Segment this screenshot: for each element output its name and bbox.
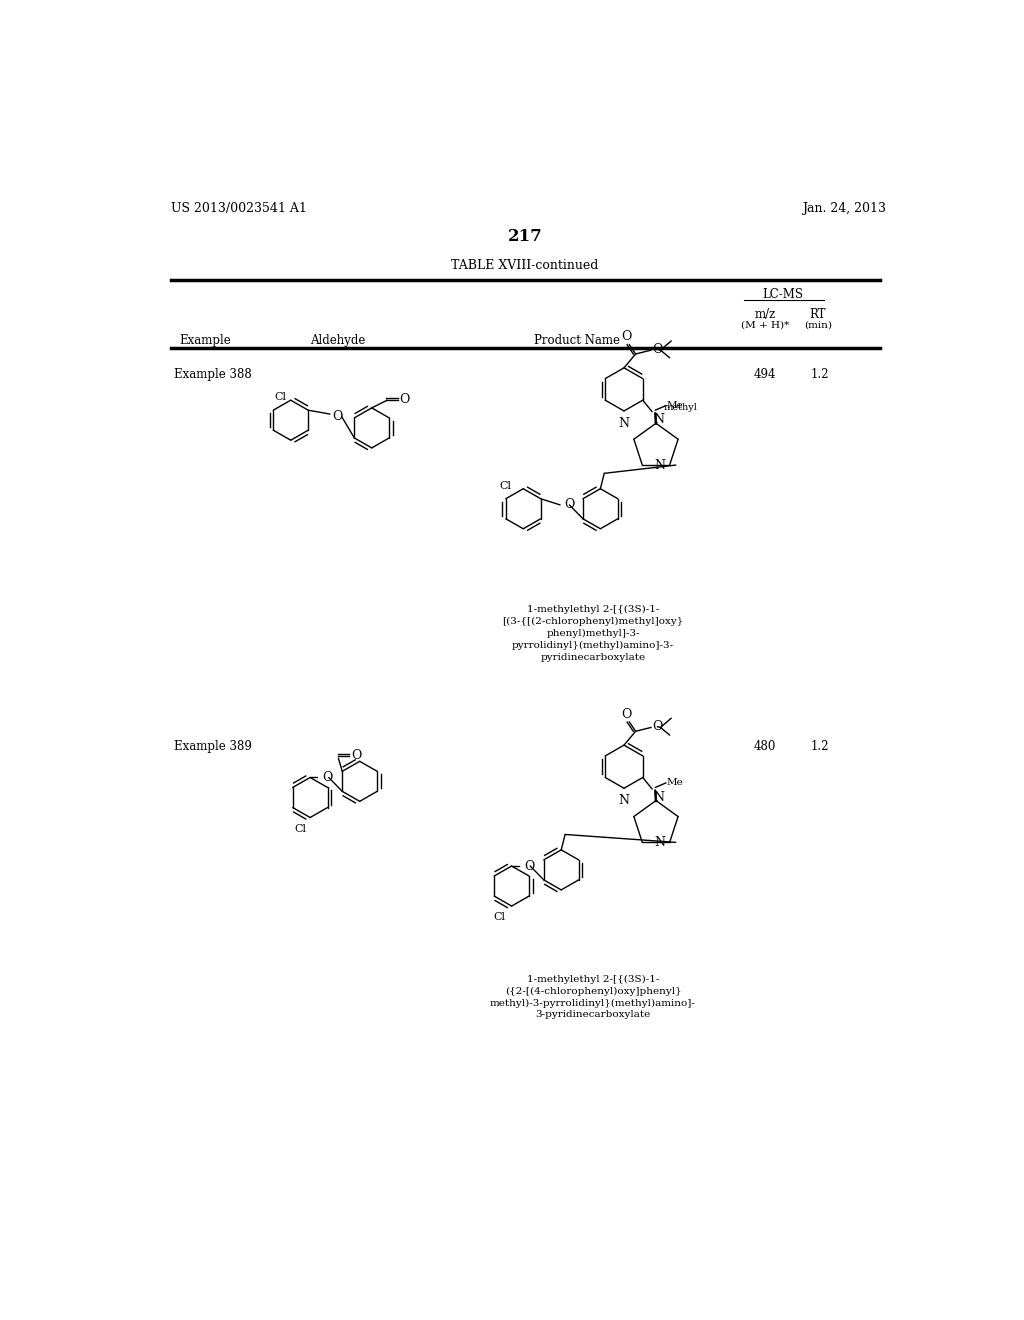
Text: (M + H)*: (M + H)*	[741, 321, 790, 329]
Text: Me: Me	[666, 779, 683, 787]
Text: Jan. 24, 2013: Jan. 24, 2013	[802, 202, 886, 215]
Text: methyl: methyl	[664, 404, 697, 412]
Text: Product Name: Product Name	[535, 334, 621, 347]
Text: O: O	[333, 409, 343, 422]
Text: O: O	[524, 859, 535, 873]
Text: 1.2: 1.2	[811, 368, 829, 381]
Text: US 2013/0023541 A1: US 2013/0023541 A1	[171, 202, 306, 215]
Text: Me: Me	[666, 401, 683, 411]
Text: Cl: Cl	[500, 480, 512, 491]
Text: Aldehyde: Aldehyde	[309, 334, 365, 347]
Text: m/z: m/z	[755, 308, 775, 321]
Text: Cl: Cl	[274, 392, 287, 403]
Text: TABLE XVIII-continued: TABLE XVIII-continued	[452, 259, 598, 272]
Text: N: N	[618, 795, 630, 808]
Text: O: O	[564, 499, 574, 511]
Text: O: O	[652, 343, 664, 356]
Text: Example 389: Example 389	[174, 739, 252, 752]
Text: LC-MS: LC-MS	[763, 288, 804, 301]
Text: N: N	[653, 791, 665, 804]
Text: RT: RT	[810, 308, 826, 321]
Text: O: O	[652, 721, 664, 733]
Text: O: O	[622, 330, 632, 343]
Text: Example: Example	[179, 334, 231, 347]
Text: O: O	[351, 748, 361, 762]
Text: N: N	[654, 836, 666, 849]
Text: O: O	[399, 393, 410, 407]
Text: O: O	[622, 708, 632, 721]
Text: 217: 217	[508, 227, 542, 244]
Text: Example 388: Example 388	[174, 368, 252, 381]
Text: 1-methylethyl 2-[{(3S)-1-
[(3-{[(2-chlorophenyl)methyl]oxy}
phenyl)methyl]-3-
py: 1-methylethyl 2-[{(3S)-1- [(3-{[(2-chlor…	[503, 605, 684, 661]
Text: N: N	[654, 458, 666, 471]
Text: 1-methylethyl 2-[{(3S)-1-
({2-[(4-chlorophenyl)oxy]phenyl}
methyl)-3-pyrrolidiny: 1-methylethyl 2-[{(3S)-1- ({2-[(4-chloro…	[490, 974, 696, 1019]
Text: Cl: Cl	[294, 824, 306, 834]
Text: (min): (min)	[804, 321, 831, 329]
Text: O: O	[323, 771, 333, 784]
Text: 494: 494	[754, 368, 776, 381]
Text: Cl: Cl	[494, 912, 506, 923]
Text: 480: 480	[754, 739, 776, 752]
Text: N: N	[618, 417, 630, 430]
Text: 1.2: 1.2	[811, 739, 829, 752]
Text: N: N	[653, 413, 665, 426]
